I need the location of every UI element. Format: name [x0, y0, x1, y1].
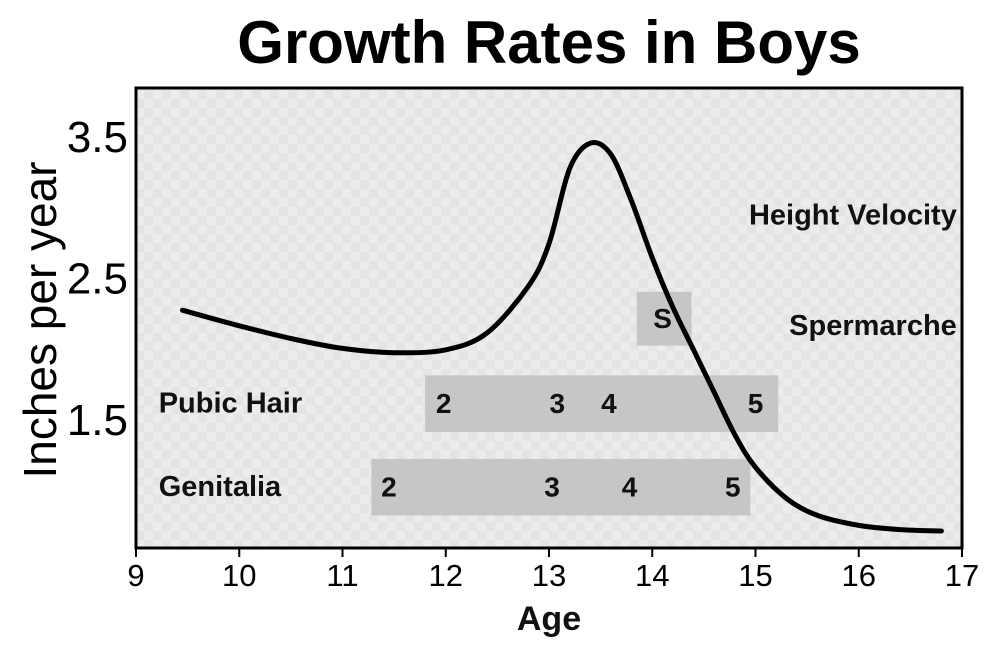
chart-title: Growth Rates in Boys	[237, 9, 861, 76]
band-genitalia: 2 3 4 5	[371, 458, 751, 516]
annotation-genitalia: Genitalia	[159, 471, 282, 503]
series-lines	[180, 140, 944, 534]
annotation-pubic-hair: Pubic Hair	[159, 388, 302, 420]
band-rect-genitalia	[371, 458, 751, 516]
x-tick-label-15: 15	[738, 558, 772, 593]
stage-label-spermarche-s: S	[653, 303, 672, 334]
axis-ticks: 9 10 11 12 13 14 15 16 17 3.5 2.5 1.5	[67, 113, 979, 593]
x-tick-label-9: 9	[127, 558, 144, 593]
x-tick-label-16: 16	[842, 558, 876, 593]
x-tick-label-10: 10	[222, 558, 256, 593]
stage-label-genitalia-3: 3	[544, 472, 560, 503]
stage-label-pubic-hair-5: 5	[748, 388, 764, 419]
band-rect-spermarche	[636, 291, 692, 346]
annotations: Height Velocity Spermarche Pubic Hair Genit…	[159, 199, 957, 503]
x-tick-label-11: 11	[326, 558, 358, 593]
stage-label-pubic-hair-3: 3	[549, 388, 565, 419]
stage-bands: S 2 3 4 5 2 3 4 5	[371, 291, 779, 516]
annotation-height-velocity: Height Velocity	[749, 199, 957, 231]
series-line-height-velocity	[180, 140, 944, 534]
y-tick-label-3-5: 3.5	[67, 113, 128, 162]
band-pubic-hair: 2 3 4 5	[425, 375, 779, 432]
x-tick-label-12: 12	[429, 558, 463, 593]
stage-label-genitalia-4: 4	[622, 472, 638, 503]
x-tick-label-14: 14	[635, 558, 669, 593]
annotation-spermarche: Spermarche	[789, 310, 957, 342]
band-spermarche: S	[636, 291, 692, 346]
stage-label-genitalia-2: 2	[381, 472, 397, 503]
x-axis-label: Age	[516, 600, 582, 638]
y-tick-label-2-5: 2.5	[67, 255, 128, 304]
stage-label-genitalia-5: 5	[725, 472, 741, 503]
y-tick-label-1-5: 1.5	[67, 396, 128, 445]
x-tick-label-17: 17	[945, 558, 979, 593]
x-tick-label-13: 13	[532, 558, 566, 593]
stage-label-pubic-hair-4: 4	[601, 388, 617, 419]
stage-label-pubic-hair-2: 2	[436, 388, 452, 419]
